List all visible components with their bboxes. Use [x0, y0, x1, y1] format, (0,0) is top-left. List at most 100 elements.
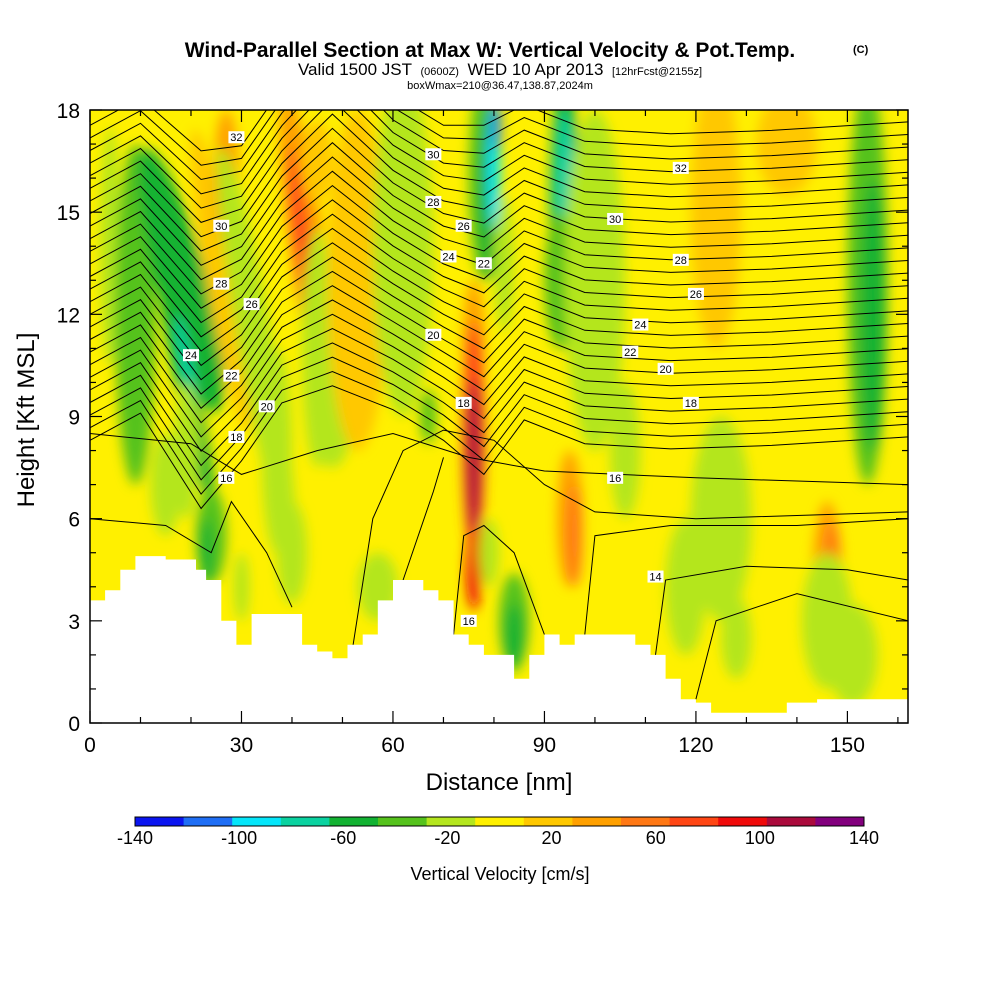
isentrope-label-text: 24	[634, 320, 646, 332]
isentrope-line	[402, 457, 444, 581]
isentrope-line	[90, 156, 908, 281]
y-tick-label: 0	[68, 713, 80, 736]
isentrope-label: 18	[682, 396, 699, 410]
isentrope-label: 18	[455, 396, 472, 410]
velocity-blob	[690, 416, 752, 621]
isentrope-label: 18	[228, 430, 245, 444]
isentrope-label: 26	[243, 298, 260, 311]
isentrope-line	[90, 127, 908, 252]
isentrope-label-box	[213, 277, 230, 290]
isentrope-label: 26	[687, 287, 704, 301]
colorbar-label: 100	[745, 828, 775, 848]
isentrope-label-text: 26	[458, 221, 470, 233]
isentrope-label-text: 20	[660, 364, 672, 376]
isentrope-label-box	[607, 471, 624, 484]
isentrope-label-box	[632, 318, 649, 331]
isentrope-line	[90, 110, 908, 181]
y-tick-label: 18	[57, 100, 80, 123]
x-tick-label: 150	[830, 734, 865, 757]
isentrope-label: 30	[607, 212, 624, 226]
isentrope-line	[90, 500, 293, 608]
isentrope-label: 30	[425, 148, 442, 161]
isentrope-label: 22	[475, 257, 492, 270]
title-mark: (C)	[853, 44, 869, 56]
isentrope-label-box	[647, 570, 664, 583]
isentrope-line	[90, 110, 908, 223]
x-axis-label: Distance [nm]	[426, 769, 573, 796]
isentrope-label-box	[243, 298, 260, 311]
chart-title: Wind-Parallel Section at Max W: Vertical…	[185, 39, 796, 62]
isentrope-label: 28	[425, 195, 442, 209]
isentrope-label-text: 18	[685, 398, 697, 410]
colorbar-swatch	[718, 817, 768, 826]
colorbar-title: Vertical Velocity [cm/s]	[410, 864, 589, 884]
x-tick-label: 120	[678, 734, 713, 757]
colorbar	[134, 816, 865, 827]
colorbar-swatch	[669, 817, 719, 826]
isentrope-line	[90, 199, 908, 324]
colorbar-swatch	[232, 817, 282, 826]
isentrope-label-text: 30	[427, 149, 439, 161]
colorbar-swatch	[426, 817, 476, 826]
isentrope-label: 22	[622, 345, 639, 359]
isentrope-label-box	[425, 328, 442, 341]
colorbar-labels: -140 -100 -60 -20 20 60 100 140	[117, 828, 879, 848]
isentrope-label: 26	[455, 219, 472, 233]
isentrope-label-box	[622, 345, 639, 358]
colorbar-swatch	[135, 817, 185, 826]
isentrope-label-box	[228, 430, 245, 443]
isentrope-label-box	[475, 257, 492, 270]
velocity-blob	[150, 433, 181, 536]
isentrope-label-text: 24	[185, 350, 197, 362]
isentrope-label: 16	[460, 614, 477, 628]
isentrope-label: 24	[182, 349, 199, 362]
isentrope-label: 24	[440, 250, 457, 263]
isentrope-label-text: 22	[624, 347, 636, 359]
box-info: boxWmax=210@36.47,138.87,2024m	[407, 80, 593, 92]
velocity-blob	[466, 528, 482, 611]
isentrope-label-text: 18	[458, 398, 470, 410]
isentrope-line	[90, 256, 908, 381]
isentrope-label-text: 20	[261, 401, 273, 413]
axis-tick-labels: 0 30 60 90 120 150 0 3 6 9 12 15 18	[57, 100, 865, 757]
isentropes	[90, 110, 908, 700]
velocity-blob	[860, 178, 886, 451]
isentrope-label-text: 18	[230, 432, 242, 444]
isentrope-label-text: 30	[609, 214, 621, 226]
velocity-blob	[721, 596, 752, 679]
velocity-blob	[199, 518, 214, 587]
valid-line: Valid 1500 JST (0600Z) WED 10 Apr 2013 […	[298, 60, 702, 79]
isentrope-label-text: 16	[463, 616, 475, 628]
terrain	[90, 556, 908, 723]
isentrope-label: 30	[213, 219, 230, 233]
isentrope-label-text: 32	[675, 163, 687, 175]
isentrope-label: 16	[607, 471, 624, 485]
colorbar-swatch	[572, 817, 622, 826]
velocity-blob	[372, 110, 434, 417]
isentrope-label-text: 26	[690, 289, 702, 301]
isentrope-label-box	[682, 396, 699, 409]
axis-ticks	[89, 109, 908, 724]
isentrope-label-text: 32	[230, 132, 242, 144]
colorbar-swatch	[378, 817, 428, 826]
velocity-blob	[567, 484, 583, 587]
isentrope-line	[90, 270, 908, 395]
isentrope-label-box	[672, 161, 689, 174]
y-tick-label: 3	[68, 611, 80, 634]
isentrope-line	[90, 313, 908, 438]
isentrope-line	[90, 227, 908, 352]
isentrope-line	[655, 565, 908, 655]
colorbar-swatch	[475, 817, 525, 826]
colorbar-frame	[134, 816, 865, 827]
y-tick-label: 9	[68, 407, 80, 430]
isentrope-label-text: 28	[675, 255, 687, 267]
velocity-blob	[420, 389, 437, 444]
colorbar-label: -20	[434, 828, 460, 848]
velocity-blob	[690, 110, 742, 349]
isentrope-label-text: 14	[649, 572, 661, 584]
isentrope-label: 16	[218, 471, 235, 485]
isentrope-line	[90, 299, 908, 424]
isentrope-line	[453, 524, 545, 635]
isentrope-label-text: 28	[215, 279, 227, 291]
